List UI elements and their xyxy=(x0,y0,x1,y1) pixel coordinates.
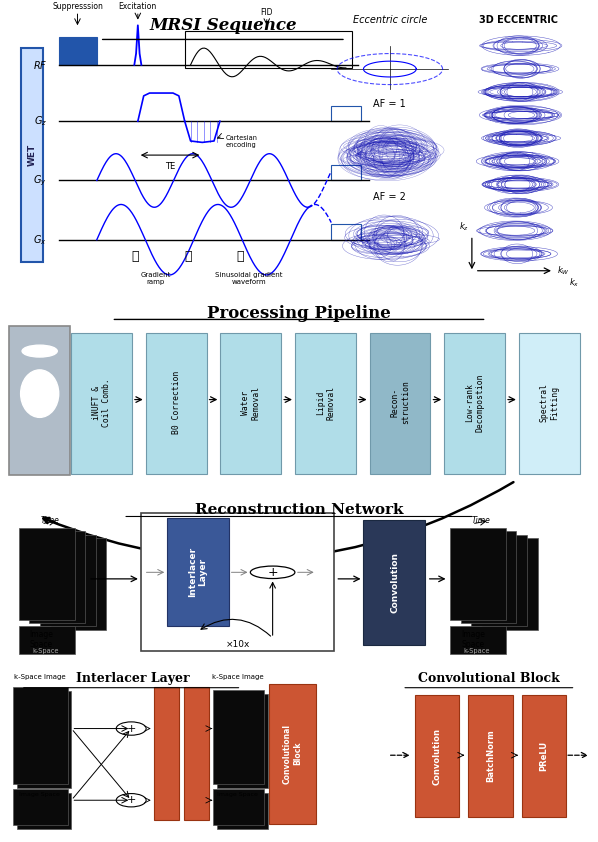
Text: Spectral
Fitting: Spectral Fitting xyxy=(539,383,559,422)
FancyBboxPatch shape xyxy=(20,48,43,263)
FancyBboxPatch shape xyxy=(17,792,71,829)
Text: FID: FID xyxy=(261,8,273,17)
Text: +: + xyxy=(127,795,136,805)
Text: k-Space Image: k-Space Image xyxy=(14,674,65,680)
Text: Low-rank
Decompostion: Low-rank Decompostion xyxy=(465,373,484,432)
Text: Convolution: Convolution xyxy=(390,552,399,613)
FancyBboxPatch shape xyxy=(295,333,356,473)
FancyBboxPatch shape xyxy=(29,531,85,623)
Text: Convolutional
Block: Convolutional Block xyxy=(283,723,303,784)
FancyBboxPatch shape xyxy=(270,684,316,823)
FancyBboxPatch shape xyxy=(370,333,431,473)
Text: Image: Image xyxy=(461,630,485,639)
Text: Recon-
struction: Recon- struction xyxy=(390,381,410,424)
Text: MRSI Sequence: MRSI Sequence xyxy=(149,17,297,34)
Text: Convolution: Convolution xyxy=(432,727,441,785)
Text: ⌢: ⌢ xyxy=(184,249,191,263)
Text: Water
Removal: Water Removal xyxy=(241,386,261,419)
FancyBboxPatch shape xyxy=(217,695,268,788)
Text: k-Space Image: k-Space Image xyxy=(212,674,264,680)
FancyBboxPatch shape xyxy=(9,327,71,475)
FancyBboxPatch shape xyxy=(471,535,527,626)
Text: $G_x$: $G_x$ xyxy=(33,233,47,247)
Text: +: + xyxy=(267,566,278,578)
Text: $G_z$: $G_z$ xyxy=(33,115,47,128)
Text: TE: TE xyxy=(165,163,175,171)
Text: Lipid
Removal: Lipid Removal xyxy=(316,386,335,419)
Text: Interlacer
Layer: Interlacer Layer xyxy=(188,547,208,597)
Text: k-Space: k-Space xyxy=(463,648,490,654)
FancyBboxPatch shape xyxy=(17,691,71,788)
Text: AF = 1: AF = 1 xyxy=(374,99,406,109)
Text: Sinusoidal gradient
waveform: Sinusoidal gradient waveform xyxy=(215,272,283,285)
Text: $k_x$: $k_x$ xyxy=(569,276,579,289)
FancyBboxPatch shape xyxy=(167,518,228,626)
Text: AF = 2: AF = 2 xyxy=(373,192,406,201)
Text: Time: Time xyxy=(41,515,60,525)
Circle shape xyxy=(22,345,57,357)
Circle shape xyxy=(116,722,146,735)
FancyBboxPatch shape xyxy=(50,538,106,630)
FancyBboxPatch shape xyxy=(217,792,268,829)
FancyBboxPatch shape xyxy=(213,690,264,784)
Circle shape xyxy=(116,793,146,807)
Text: $G_y$: $G_y$ xyxy=(33,173,47,188)
Text: Water
Suppresssion: Water Suppresssion xyxy=(52,0,103,11)
Text: ⌢: ⌢ xyxy=(237,249,244,263)
Text: Space: Space xyxy=(462,640,484,648)
Text: ×10x: ×10x xyxy=(225,641,249,649)
FancyBboxPatch shape xyxy=(59,36,97,65)
FancyBboxPatch shape xyxy=(14,789,68,825)
FancyBboxPatch shape xyxy=(19,626,75,654)
FancyBboxPatch shape xyxy=(414,695,459,817)
Text: B0 Correction: B0 Correction xyxy=(172,370,181,434)
Text: PReLU: PReLU xyxy=(539,741,548,771)
FancyBboxPatch shape xyxy=(518,333,579,473)
FancyBboxPatch shape xyxy=(71,333,132,473)
Text: Interlacer Layer: Interlacer Layer xyxy=(76,672,190,685)
FancyBboxPatch shape xyxy=(364,520,425,645)
Text: $k_W$: $k_W$ xyxy=(557,264,570,277)
FancyBboxPatch shape xyxy=(468,695,512,817)
FancyBboxPatch shape xyxy=(154,687,179,820)
FancyBboxPatch shape xyxy=(220,333,281,473)
Text: iNUFT &
Coil Comb.: iNUFT & Coil Comb. xyxy=(92,378,111,427)
FancyBboxPatch shape xyxy=(141,513,334,651)
FancyBboxPatch shape xyxy=(213,789,264,825)
Text: Reconstruction Network: Reconstruction Network xyxy=(195,504,403,517)
Ellipse shape xyxy=(20,370,59,418)
Circle shape xyxy=(251,566,295,578)
Text: Time: Time xyxy=(472,515,491,525)
FancyBboxPatch shape xyxy=(522,695,566,817)
Text: Image: Image xyxy=(29,630,53,639)
Text: BatchNorm: BatchNorm xyxy=(486,730,495,782)
FancyBboxPatch shape xyxy=(450,528,506,620)
FancyBboxPatch shape xyxy=(19,528,75,620)
Text: Processing Pipeline: Processing Pipeline xyxy=(207,305,391,322)
FancyBboxPatch shape xyxy=(460,531,517,623)
FancyBboxPatch shape xyxy=(40,535,96,626)
Text: Gradient
ramp: Gradient ramp xyxy=(141,272,170,285)
FancyBboxPatch shape xyxy=(444,333,505,473)
Text: k-Space: k-Space xyxy=(32,648,59,654)
Text: Convolutional Block: Convolutional Block xyxy=(418,672,560,685)
Text: Eccentric circle: Eccentric circle xyxy=(353,15,427,25)
Text: Space: Space xyxy=(29,640,53,648)
FancyBboxPatch shape xyxy=(450,626,506,654)
Text: Image Space: Image Space xyxy=(19,791,60,797)
Text: +: + xyxy=(127,723,136,733)
FancyBboxPatch shape xyxy=(146,333,206,473)
Text: ⌢: ⌢ xyxy=(131,249,139,263)
Text: WET: WET xyxy=(28,144,36,166)
Text: Cartesian
encoding: Cartesian encoding xyxy=(225,136,258,148)
FancyBboxPatch shape xyxy=(14,687,68,784)
Text: Image Space: Image Space xyxy=(217,791,258,797)
Text: $RF$: $RF$ xyxy=(32,59,47,71)
Text: Excitation: Excitation xyxy=(119,3,157,11)
FancyBboxPatch shape xyxy=(482,538,538,630)
FancyBboxPatch shape xyxy=(184,687,209,820)
Text: $k_z$: $k_z$ xyxy=(459,220,469,232)
Text: 3D ECCENTRIC: 3D ECCENTRIC xyxy=(479,15,559,25)
